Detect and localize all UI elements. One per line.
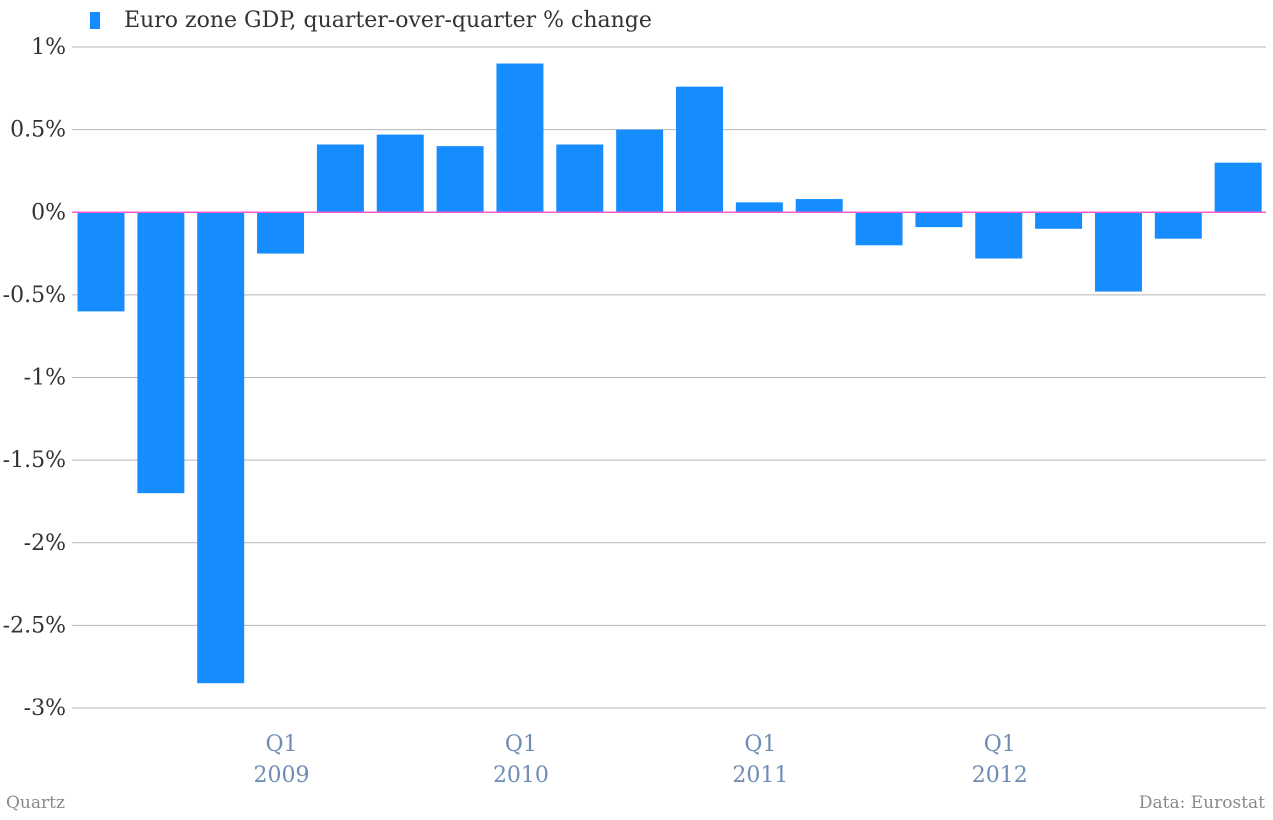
bar [556,144,604,213]
x-tick-year-label: 2011 [732,763,788,788]
grid-lines [72,46,1266,709]
y-tick-label: -3% [24,696,66,721]
legend-label: Euro zone GDP, quarter-over-quarter % ch… [124,7,652,33]
y-tick-label: 0.5% [10,118,66,143]
bar [316,144,364,213]
y-tick-label: -2% [24,531,66,556]
y-tick-label: 0% [31,200,66,225]
bar [197,212,245,684]
bar [77,212,125,312]
y-tick-label: -1% [24,366,66,391]
y-tick-label: -1.5% [3,448,66,473]
y-tick-label: 1% [31,35,66,60]
y-tick-label: -0.5% [3,283,66,308]
bar [915,212,963,228]
x-tick-year-label: 2012 [972,763,1028,788]
y-axis-ticks: 1% 0.5% 0% -0.5% -1% -1.5% -2% -2.5% -3% [3,35,66,721]
x-tick-quarter-label: Q1 [744,732,776,757]
bars [77,63,1262,684]
bar [855,212,903,246]
credit-label: Quartz [6,793,65,813]
x-axis-ticks: Q1 2009 Q1 2010 Q1 2011 Q1 2012 [254,732,1028,788]
bar [257,212,305,254]
bar [376,134,424,213]
bar [1035,212,1083,229]
bar [1214,162,1262,213]
legend-swatch [90,11,100,29]
x-tick-year-label: 2010 [493,763,549,788]
x-tick-quarter-label: Q1 [266,732,298,757]
x-tick-quarter-label: Q1 [984,732,1016,757]
x-tick-year-label: 2009 [254,763,310,788]
bar [1094,212,1142,292]
bar [616,129,664,213]
legend: Euro zone GDP, quarter-over-quarter % ch… [90,6,652,34]
bar [137,212,185,494]
x-tick-quarter-label: Q1 [505,732,537,757]
bar [496,63,544,213]
y-tick-label: -2.5% [3,613,66,638]
bar [676,86,723,213]
source-label: Data: Eurostat [1138,793,1265,813]
bar [735,202,783,213]
bar [795,199,843,213]
bar [975,212,1023,259]
bar [1154,212,1202,239]
bar [436,146,484,213]
